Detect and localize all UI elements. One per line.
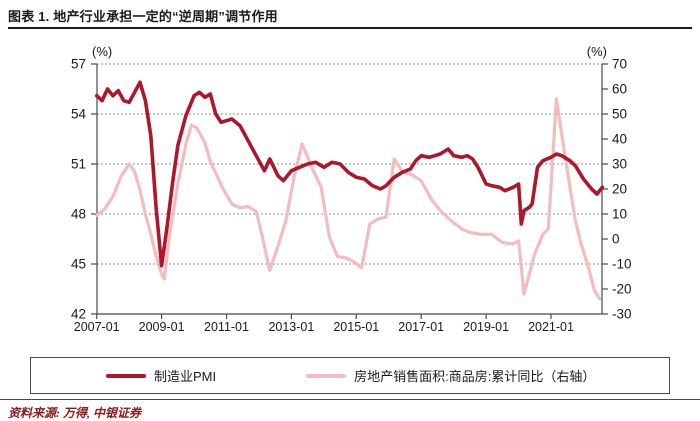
y-right-tick-label: 50 [612, 107, 627, 122]
sales-line [95, 97, 602, 301]
x-tick-label: 2007-01 [74, 320, 120, 334]
y-right-tick-label: 20 [612, 182, 627, 197]
x-tick-label: 2011-01 [204, 320, 249, 334]
y-left-tick-label: 54 [71, 107, 87, 122]
gridlines [97, 63, 602, 265]
legend-item-sales: 房地产销售面积:商品房:累计同比（右轴） [306, 366, 595, 385]
y-left-tick-label: 48 [71, 207, 86, 222]
sales-legend-label: 房地产销售面积:商品房:累计同比（右轴） [354, 369, 596, 384]
legend: 制造业PMI 房地产销售面积:商品房:累计同比（右轴） [30, 357, 670, 394]
y-axis-right-labels: 70 60 50 40 30 20 10 0 -10 -20 -30 [612, 57, 632, 322]
y-left-tick-label: 57 [71, 57, 86, 72]
x-tick-label: 2015-01 [333, 320, 379, 334]
legend-item-pmi: 制造业PMI [106, 366, 216, 385]
y-right-tick-label: 10 [612, 207, 627, 222]
left-axis-unit: (%) [92, 44, 112, 59]
y-right-tick-label: 70 [612, 57, 627, 72]
pmi-line-swatch [106, 373, 146, 378]
y-right-tick-label: -10 [612, 257, 632, 272]
x-axis-labels: 2007-01 2009-01 2011-01 2013-01 2015-01 2017-… [74, 320, 574, 334]
x-tick-label: 2021-01 [528, 320, 574, 334]
x-tick-label: 2009-01 [139, 320, 185, 334]
source-note: 资料来源: 万得, 中银证券 [8, 406, 141, 420]
figure-title: 图表 1. 地产行业承担一定的“逆周期”调节作用 [8, 9, 278, 24]
y-right-tick-label: 30 [612, 157, 627, 172]
x-tick-label: 2013-01 [268, 320, 314, 334]
data-series [94, 80, 605, 301]
x-tick-label: 2017-01 [398, 320, 444, 334]
pmi-legend-label: 制造业PMI [154, 369, 217, 384]
sales-line-swatch [306, 373, 347, 378]
y-right-tick-label: -30 [612, 307, 632, 322]
y-axis-left-labels: 57 54 51 48 45 42 [71, 57, 87, 322]
y-right-tick-label: 40 [612, 132, 627, 147]
y-right-tick-label: 0 [612, 232, 620, 247]
title-underline [8, 27, 692, 29]
y-left-tick-label: 45 [71, 257, 86, 272]
x-tick-label: 2019-01 [463, 320, 509, 334]
y-left-tick-label: 51 [71, 157, 86, 172]
chart: (%) (%) 57 54 51 48 45 42 70 60 50 40 30 20 10 0 -10 -… [71, 44, 632, 334]
footer-divider [0, 399, 700, 400]
y-right-tick-label: 60 [612, 82, 627, 97]
y-right-tick-label: -20 [612, 282, 632, 297]
y-left-tick-label: 42 [71, 307, 86, 322]
axis-ticks [91, 63, 608, 319]
right-axis-unit: (%) [587, 44, 607, 59]
pmi-line [94, 80, 605, 268]
